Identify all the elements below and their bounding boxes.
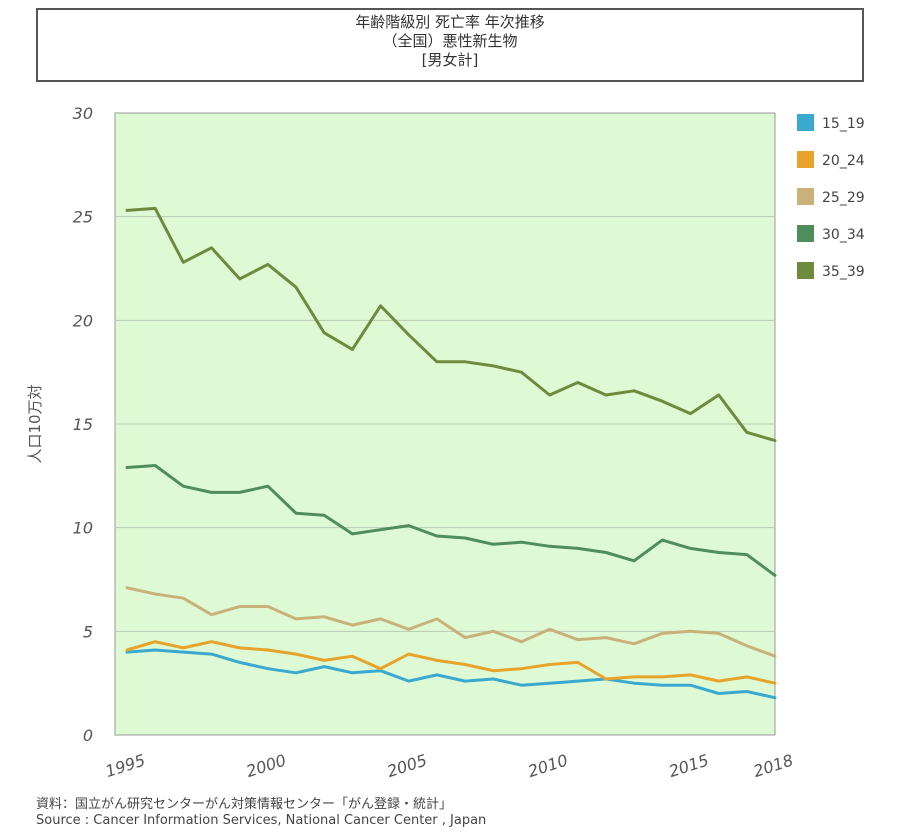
- legend-label-25_29: 25_29: [822, 190, 865, 206]
- series-line-25_29: [125, 586, 777, 658]
- legend-label-20_24: 20_24: [822, 153, 865, 169]
- chart-title-line-3: [男女計]: [421, 51, 479, 69]
- x-tick-label: 1995: [103, 750, 148, 781]
- source-line-ja: 資料：国立がん研究センターがん対策情報センター「がん登録・統計」: [36, 797, 453, 812]
- source-line-en: Source : Cancer Information Services, Na…: [36, 813, 487, 828]
- y-tick-label: 0: [83, 726, 93, 745]
- source-note: 資料：国立がん研究センターがん対策情報センター「がん登録・統計」 Source …: [36, 797, 486, 829]
- y-tick-label: 15: [73, 415, 93, 434]
- x-tick-label: 2018: [751, 750, 796, 781]
- x-tick-label: 2000: [244, 750, 289, 781]
- chart-title-line-1: 年齢階級別 死亡率 年次推移: [355, 13, 545, 31]
- legend-swatch-20_24: [797, 151, 814, 168]
- y-tick-label: 30: [73, 104, 93, 123]
- series-line-35_39: [125, 206, 777, 443]
- y-axis-label: 人口10万対: [26, 384, 44, 463]
- series-line-20_24: [125, 640, 777, 685]
- x-tick-label: 2005: [385, 750, 430, 781]
- legend-swatch-25_29: [797, 188, 814, 205]
- legend-label-30_34: 30_34: [822, 227, 865, 243]
- y-tick-label: 10: [73, 519, 93, 538]
- x-tick-label: 2015: [666, 750, 711, 781]
- series-line-30_34: [125, 464, 777, 577]
- legend-label-15_19: 15_19: [822, 116, 865, 132]
- x-tick-label: 2010: [526, 750, 571, 781]
- chart-title-box: 年齢階級別 死亡率 年次推移 （全国）悪性新生物 [男女計]: [36, 8, 864, 82]
- legend-swatch-30_34: [797, 225, 814, 242]
- legend-swatch-15_19: [797, 114, 814, 131]
- legend-label-35_39: 35_39: [822, 264, 865, 280]
- chart-title-line-2: （全国）悪性新生物: [382, 32, 518, 50]
- legend-swatch-35_39: [797, 262, 814, 279]
- y-tick-label: 25: [73, 208, 93, 227]
- series-line-15_19: [125, 648, 777, 700]
- y-tick-label: 20: [73, 311, 93, 330]
- y-tick-label: 5: [83, 622, 93, 641]
